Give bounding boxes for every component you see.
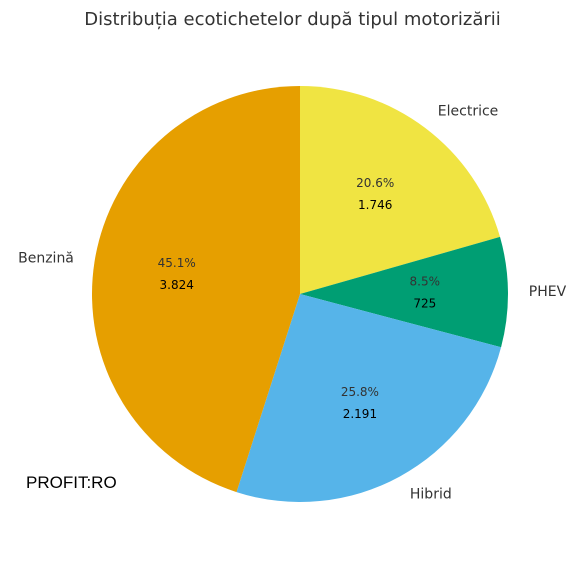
- slice-percent-phev: 8.5%: [410, 274, 441, 288]
- slice-label-hibrid: Hibrid: [410, 487, 452, 503]
- pie-slice-phev: [300, 236, 508, 348]
- slice-value-electrice: 1.746: [358, 198, 392, 212]
- slice-label-electrice: Electrice: [438, 103, 499, 119]
- slice-label-benzina: Benzină: [18, 251, 74, 267]
- pie-slice-benzina: [92, 86, 300, 493]
- slice-percent-electrice: 20.6%: [356, 176, 394, 190]
- pie-slice-electrice: [300, 86, 501, 294]
- pie-slice-hibrid: [236, 294, 502, 502]
- profit-ro-watermark: PROFIT:RO: [26, 473, 117, 492]
- slice-percent-hibrid: 25.8%: [341, 385, 379, 399]
- slice-value-hibrid: 2.191: [343, 407, 377, 421]
- slice-value-benzina: 3.824: [160, 278, 194, 292]
- slice-label-phev: PHEV: [529, 284, 567, 300]
- slice-value-phev: 725: [413, 296, 436, 310]
- slice-percent-benzina: 45.1%: [158, 256, 196, 270]
- chart-title: Distribuția ecotichetelor după tipul mot…: [84, 9, 501, 30]
